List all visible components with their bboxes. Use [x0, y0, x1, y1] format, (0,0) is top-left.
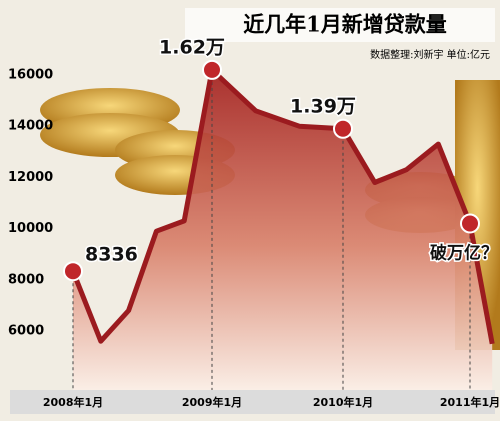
marker — [202, 59, 222, 80]
y-tick-label: 8000 — [8, 272, 44, 287]
area — [73, 69, 493, 391]
x-tick-label: 2011年1月 — [440, 395, 500, 409]
title-box — [185, 8, 495, 42]
y-tick-label: 14000 — [8, 119, 53, 134]
y-tick-label: 16000 — [8, 68, 53, 83]
chart-subtitle: 数据整理:刘新宇 单位:亿元 — [370, 48, 490, 61]
chart-title: 近几年1月新增贷款量 — [243, 12, 447, 37]
x-tick-label: 2009年1月 — [182, 395, 242, 409]
y-tick-label: 10000 — [8, 221, 53, 236]
marker — [63, 261, 83, 282]
x-axis-band — [10, 390, 495, 414]
x-tick-label: 2008年1月 — [43, 395, 103, 409]
marker — [333, 118, 353, 139]
line — [70, 67, 495, 345]
value-label: 8336 — [85, 244, 138, 266]
x-tick-label: 2010年1月 — [313, 395, 373, 409]
annotation: 破万亿？ — [430, 242, 498, 263]
marker — [460, 213, 480, 234]
value-label: 1.62万 — [159, 36, 225, 58]
y-tick-label: 6000 — [8, 324, 44, 339]
value-label: 1.39万 — [290, 95, 356, 117]
y-tick-label: 12000 — [8, 170, 53, 185]
